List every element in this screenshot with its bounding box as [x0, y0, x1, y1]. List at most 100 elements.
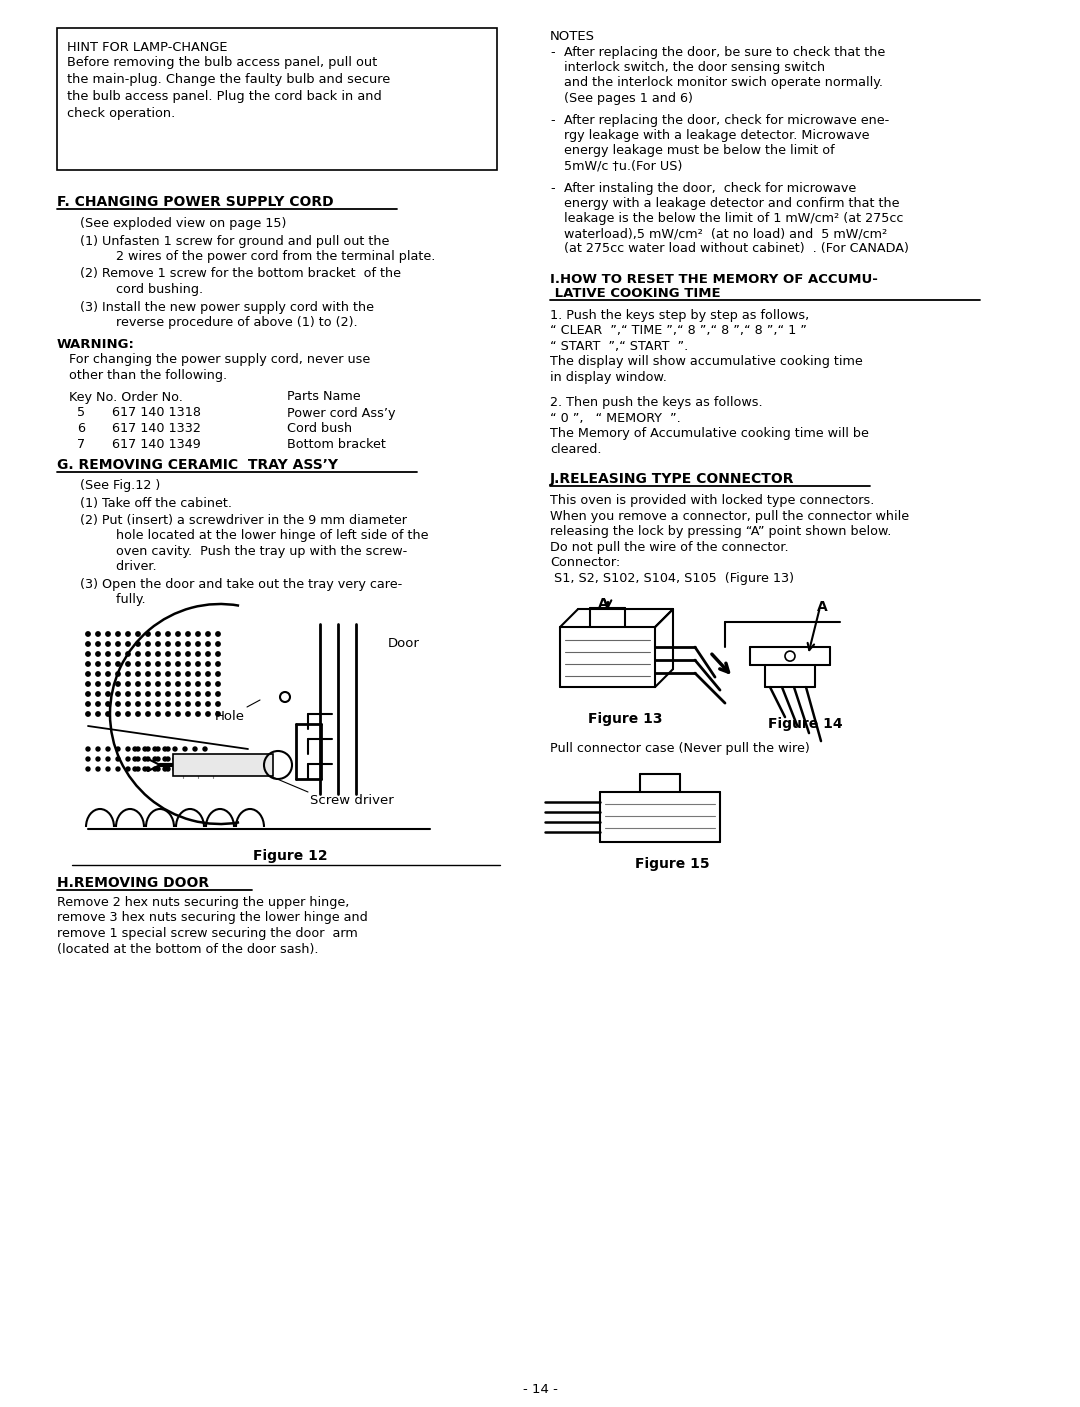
Circle shape [116, 671, 120, 677]
Circle shape [176, 682, 180, 687]
Text: 7: 7 [77, 438, 85, 450]
Circle shape [125, 632, 131, 636]
Text: (2) Put (insert) a screwdriver in the 9 mm diameter: (2) Put (insert) a screwdriver in the 9 … [80, 514, 407, 528]
Circle shape [85, 651, 91, 656]
Circle shape [216, 712, 220, 716]
Circle shape [186, 671, 190, 677]
Bar [173, 754, 273, 777]
Text: Hole: Hole [215, 711, 245, 723]
Circle shape [206, 682, 211, 687]
Circle shape [86, 767, 90, 771]
Text: (2) Remove 1 screw for the bottom bracket  of the: (2) Remove 1 screw for the bottom bracke… [80, 267, 401, 280]
Circle shape [116, 692, 120, 696]
Circle shape [133, 767, 137, 771]
Circle shape [183, 757, 187, 761]
Circle shape [106, 632, 110, 636]
Circle shape [106, 702, 110, 706]
Text: leakage is the below the limit of 1 mW/cm² (at 275cc: leakage is the below the limit of 1 mW/c… [564, 212, 903, 225]
Circle shape [163, 767, 167, 771]
Circle shape [125, 692, 131, 696]
Text: S1, S2, S102, S104, S105  (Figure 13): S1, S2, S102, S104, S105 (Figure 13) [550, 571, 794, 584]
Circle shape [203, 757, 207, 761]
Text: Before removing the bulb access panel, pull out: Before removing the bulb access panel, p… [67, 56, 377, 69]
Circle shape [125, 642, 131, 646]
Circle shape [195, 712, 200, 716]
Circle shape [125, 651, 131, 656]
Text: (3) Install the new power supply cord with the: (3) Install the new power supply cord wi… [80, 301, 374, 314]
Text: 2. Then push the keys as follows.: 2. Then push the keys as follows. [550, 397, 762, 409]
Circle shape [125, 712, 131, 716]
Text: 617 140 1318: 617 140 1318 [112, 407, 201, 419]
Text: the main-plug. Change the faulty bulb and secure: the main-plug. Change the faulty bulb an… [67, 73, 390, 86]
Circle shape [125, 702, 131, 706]
Circle shape [156, 682, 160, 687]
Text: “ 0 ”,   “ MEMORY  ”.: “ 0 ”, “ MEMORY ”. [550, 412, 680, 425]
Text: Pull connector case (Never pull the wire): Pull connector case (Never pull the wire… [550, 741, 810, 756]
Text: This oven is provided with locked type connectors.: This oven is provided with locked type c… [550, 494, 875, 507]
Circle shape [143, 767, 147, 771]
Text: The display will show accumulative cooking time: The display will show accumulative cooki… [550, 355, 863, 369]
Circle shape [186, 642, 190, 646]
Circle shape [163, 747, 167, 751]
Circle shape [85, 692, 91, 696]
Text: The Memory of Accumulative cooking time will be: The Memory of Accumulative cooking time … [550, 428, 869, 440]
Circle shape [133, 747, 137, 751]
Text: (See exploded view on page 15): (See exploded view on page 15) [80, 217, 286, 229]
Text: After replacing the door, be sure to check that the: After replacing the door, be sure to che… [564, 46, 886, 59]
Circle shape [195, 702, 200, 706]
Text: (1) Take off the cabinet.: (1) Take off the cabinet. [80, 497, 232, 509]
Text: oven cavity.  Push the tray up with the screw-: oven cavity. Push the tray up with the s… [100, 545, 407, 559]
Circle shape [116, 661, 120, 666]
Circle shape [206, 712, 211, 716]
Circle shape [85, 702, 91, 706]
Circle shape [136, 682, 140, 687]
Text: remove 1 special screw securing the door  arm: remove 1 special screw securing the door… [57, 927, 357, 940]
Circle shape [85, 671, 91, 677]
Text: After replacing the door, check for microwave ene-: After replacing the door, check for micr… [564, 114, 889, 127]
Circle shape [116, 767, 120, 771]
Text: (3) Open the door and take out the tray very care-: (3) Open the door and take out the tray … [80, 578, 402, 591]
Circle shape [156, 661, 160, 666]
Text: (located at the bottom of the door sash).: (located at the bottom of the door sash)… [57, 943, 319, 955]
Circle shape [153, 757, 157, 761]
Circle shape [173, 757, 177, 761]
Text: 1. Push the keys step by step as follows,: 1. Push the keys step by step as follows… [550, 308, 809, 322]
Circle shape [86, 757, 90, 761]
Circle shape [125, 671, 131, 677]
Text: Do not pull the wire of the connector.: Do not pull the wire of the connector. [550, 540, 788, 553]
Circle shape [85, 661, 91, 666]
Circle shape [126, 757, 130, 761]
Text: 617 140 1332: 617 140 1332 [112, 422, 201, 435]
Bar [57, 28, 497, 170]
Text: releasing the lock by pressing “A” point shown below.: releasing the lock by pressing “A” point… [550, 525, 891, 537]
Circle shape [125, 661, 131, 666]
Text: Figure 13: Figure 13 [588, 712, 662, 726]
Circle shape [203, 747, 207, 751]
Circle shape [186, 692, 190, 696]
Circle shape [96, 767, 100, 771]
Text: (1) Unfasten 1 screw for ground and pull out the: (1) Unfasten 1 screw for ground and pull… [80, 235, 390, 248]
Circle shape [153, 747, 157, 751]
Text: 6: 6 [77, 422, 85, 435]
Circle shape [106, 671, 110, 677]
Circle shape [186, 632, 190, 636]
Circle shape [126, 767, 130, 771]
Circle shape [96, 682, 100, 687]
Circle shape [176, 632, 180, 636]
Circle shape [193, 767, 197, 771]
Circle shape [176, 702, 180, 706]
Text: Power cord Ass’y: Power cord Ass’y [287, 407, 395, 419]
Text: HINT FOR LAMP-CHANGE: HINT FOR LAMP-CHANGE [67, 41, 228, 53]
Circle shape [96, 632, 100, 636]
Circle shape [136, 747, 140, 751]
Circle shape [195, 671, 200, 677]
Text: 5: 5 [77, 407, 85, 419]
Circle shape [166, 702, 171, 706]
Circle shape [126, 747, 130, 751]
Circle shape [206, 651, 211, 656]
Circle shape [136, 767, 140, 771]
Text: H.REMOVING DOOR: H.REMOVING DOOR [57, 877, 210, 891]
Circle shape [176, 671, 180, 677]
Circle shape [166, 671, 171, 677]
Circle shape [186, 702, 190, 706]
